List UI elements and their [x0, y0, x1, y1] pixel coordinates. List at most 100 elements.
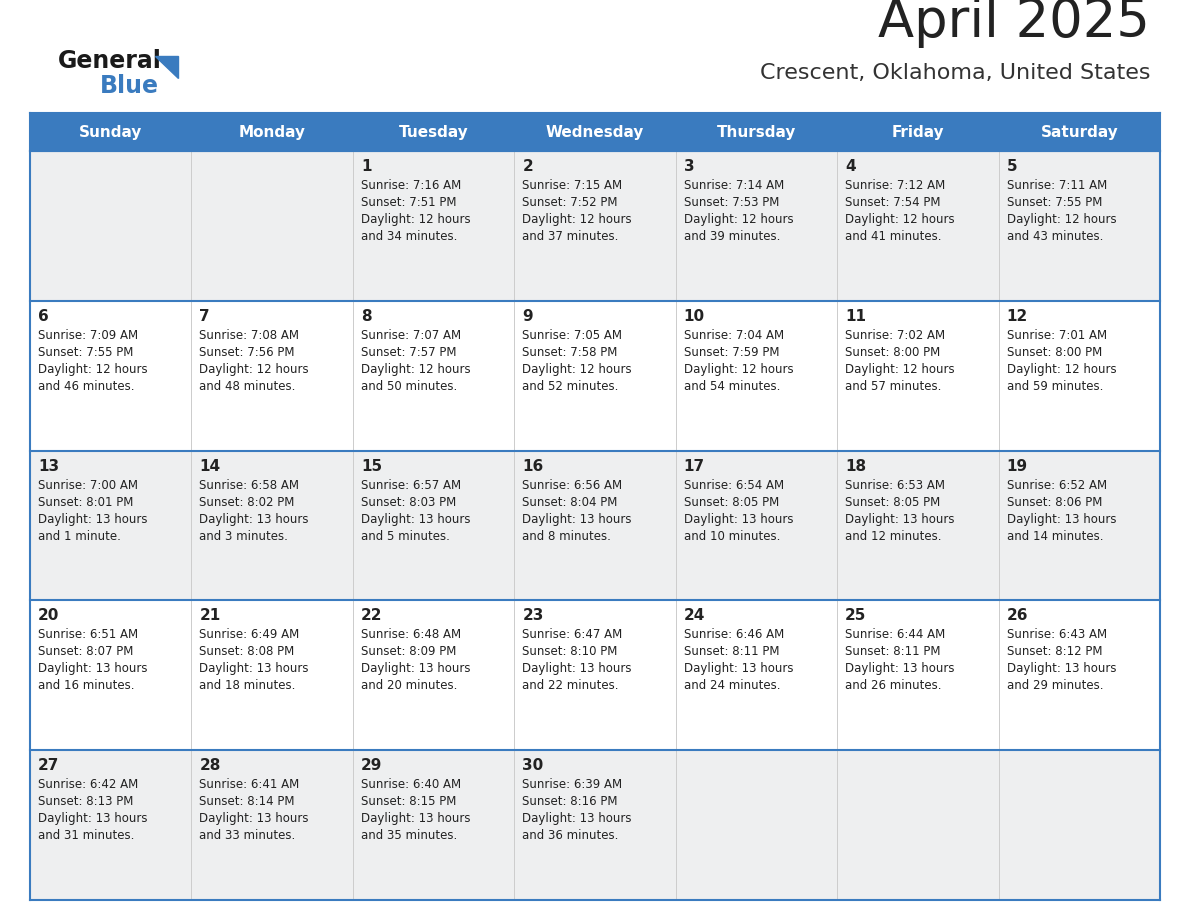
- Text: Daylight: 13 hours: Daylight: 13 hours: [523, 512, 632, 526]
- Text: Sunset: 8:11 PM: Sunset: 8:11 PM: [684, 645, 779, 658]
- Text: Sunset: 8:12 PM: Sunset: 8:12 PM: [1006, 645, 1102, 658]
- Text: Daylight: 13 hours: Daylight: 13 hours: [684, 663, 794, 676]
- Text: Daylight: 13 hours: Daylight: 13 hours: [38, 663, 147, 676]
- Text: Sunrise: 6:47 AM: Sunrise: 6:47 AM: [523, 629, 623, 642]
- Text: Sunrise: 7:04 AM: Sunrise: 7:04 AM: [684, 329, 784, 341]
- Text: and 36 minutes.: and 36 minutes.: [523, 829, 619, 842]
- Text: Sunrise: 6:44 AM: Sunrise: 6:44 AM: [845, 629, 946, 642]
- Text: Sunrise: 7:12 AM: Sunrise: 7:12 AM: [845, 179, 946, 192]
- Text: Sunrise: 6:41 AM: Sunrise: 6:41 AM: [200, 778, 299, 791]
- Text: Sunset: 8:10 PM: Sunset: 8:10 PM: [523, 645, 618, 658]
- Text: Sunset: 8:08 PM: Sunset: 8:08 PM: [200, 645, 295, 658]
- Text: Sunrise: 6:56 AM: Sunrise: 6:56 AM: [523, 478, 623, 492]
- Text: Monday: Monday: [239, 125, 305, 140]
- Text: Sunrise: 7:00 AM: Sunrise: 7:00 AM: [38, 478, 138, 492]
- Text: 18: 18: [845, 459, 866, 474]
- Bar: [30, 451, 1159, 600]
- Text: April 2025: April 2025: [878, 0, 1150, 48]
- Text: 20: 20: [38, 609, 59, 623]
- Text: and 26 minutes.: and 26 minutes.: [845, 679, 942, 692]
- Text: Daylight: 13 hours: Daylight: 13 hours: [38, 512, 147, 526]
- Text: and 39 minutes.: and 39 minutes.: [684, 230, 781, 243]
- Text: and 5 minutes.: and 5 minutes.: [361, 530, 450, 543]
- Text: Sunset: 8:01 PM: Sunset: 8:01 PM: [38, 496, 133, 509]
- Text: General: General: [58, 49, 162, 73]
- Text: Sunrise: 7:15 AM: Sunrise: 7:15 AM: [523, 179, 623, 192]
- Text: Daylight: 12 hours: Daylight: 12 hours: [1006, 213, 1117, 226]
- Text: Sunrise: 7:05 AM: Sunrise: 7:05 AM: [523, 329, 623, 341]
- Text: Sunrise: 7:09 AM: Sunrise: 7:09 AM: [38, 329, 138, 341]
- Text: Daylight: 12 hours: Daylight: 12 hours: [200, 363, 309, 375]
- Text: Sunset: 7:56 PM: Sunset: 7:56 PM: [200, 346, 295, 359]
- Text: and 48 minutes.: and 48 minutes.: [200, 380, 296, 393]
- Text: 3: 3: [684, 159, 694, 174]
- Text: Sunset: 8:13 PM: Sunset: 8:13 PM: [38, 795, 133, 808]
- Text: Sunset: 7:55 PM: Sunset: 7:55 PM: [1006, 196, 1102, 209]
- Text: Sunset: 7:52 PM: Sunset: 7:52 PM: [523, 196, 618, 209]
- Text: 13: 13: [38, 459, 59, 474]
- Text: Daylight: 13 hours: Daylight: 13 hours: [684, 512, 794, 526]
- Text: 22: 22: [361, 609, 383, 623]
- Text: Sunrise: 6:58 AM: Sunrise: 6:58 AM: [200, 478, 299, 492]
- Text: Daylight: 12 hours: Daylight: 12 hours: [684, 363, 794, 375]
- Text: Sunset: 8:05 PM: Sunset: 8:05 PM: [684, 496, 779, 509]
- Text: Daylight: 12 hours: Daylight: 12 hours: [361, 213, 470, 226]
- Text: Sunrise: 7:01 AM: Sunrise: 7:01 AM: [1006, 329, 1107, 341]
- Text: Daylight: 13 hours: Daylight: 13 hours: [523, 812, 632, 825]
- Text: and 59 minutes.: and 59 minutes.: [1006, 380, 1102, 393]
- Text: Sunset: 7:58 PM: Sunset: 7:58 PM: [523, 346, 618, 359]
- Text: Daylight: 12 hours: Daylight: 12 hours: [523, 213, 632, 226]
- Text: and 29 minutes.: and 29 minutes.: [1006, 679, 1104, 692]
- Text: Sunrise: 6:42 AM: Sunrise: 6:42 AM: [38, 778, 138, 791]
- Bar: [30, 113, 1159, 151]
- Text: and 24 minutes.: and 24 minutes.: [684, 679, 781, 692]
- Text: Sunrise: 6:54 AM: Sunrise: 6:54 AM: [684, 478, 784, 492]
- Bar: [30, 600, 1159, 750]
- Text: 5: 5: [1006, 159, 1017, 174]
- Text: and 22 minutes.: and 22 minutes.: [523, 679, 619, 692]
- Text: Blue: Blue: [100, 74, 159, 98]
- Text: and 57 minutes.: and 57 minutes.: [845, 380, 942, 393]
- Text: Sunday: Sunday: [80, 125, 143, 140]
- Text: and 31 minutes.: and 31 minutes.: [38, 829, 134, 842]
- Text: and 20 minutes.: and 20 minutes.: [361, 679, 457, 692]
- Text: and 14 minutes.: and 14 minutes.: [1006, 530, 1104, 543]
- Text: 1: 1: [361, 159, 372, 174]
- Text: Friday: Friday: [891, 125, 944, 140]
- Text: 21: 21: [200, 609, 221, 623]
- Text: Sunset: 7:55 PM: Sunset: 7:55 PM: [38, 346, 133, 359]
- Text: 15: 15: [361, 459, 383, 474]
- Text: Daylight: 12 hours: Daylight: 12 hours: [38, 363, 147, 375]
- Text: Daylight: 13 hours: Daylight: 13 hours: [200, 512, 309, 526]
- Text: Daylight: 12 hours: Daylight: 12 hours: [845, 213, 955, 226]
- Text: 9: 9: [523, 308, 533, 324]
- Text: Daylight: 13 hours: Daylight: 13 hours: [200, 812, 309, 825]
- Text: 26: 26: [1006, 609, 1028, 623]
- Text: and 12 minutes.: and 12 minutes.: [845, 530, 942, 543]
- Text: 25: 25: [845, 609, 866, 623]
- Text: 2: 2: [523, 159, 533, 174]
- Text: Sunrise: 7:08 AM: Sunrise: 7:08 AM: [200, 329, 299, 341]
- Text: Daylight: 13 hours: Daylight: 13 hours: [845, 512, 955, 526]
- Text: 16: 16: [523, 459, 544, 474]
- Text: Sunset: 7:57 PM: Sunset: 7:57 PM: [361, 346, 456, 359]
- Text: 10: 10: [684, 308, 704, 324]
- Text: and 18 minutes.: and 18 minutes.: [200, 679, 296, 692]
- Text: and 34 minutes.: and 34 minutes.: [361, 230, 457, 243]
- Text: Daylight: 12 hours: Daylight: 12 hours: [523, 363, 632, 375]
- Text: Sunrise: 7:11 AM: Sunrise: 7:11 AM: [1006, 179, 1107, 192]
- Text: Sunset: 7:59 PM: Sunset: 7:59 PM: [684, 346, 779, 359]
- Text: Thursday: Thursday: [716, 125, 796, 140]
- Text: Sunset: 7:51 PM: Sunset: 7:51 PM: [361, 196, 456, 209]
- Text: Sunrise: 7:14 AM: Sunrise: 7:14 AM: [684, 179, 784, 192]
- Text: Sunset: 7:53 PM: Sunset: 7:53 PM: [684, 196, 779, 209]
- Text: Sunset: 8:06 PM: Sunset: 8:06 PM: [1006, 496, 1102, 509]
- Text: 24: 24: [684, 609, 706, 623]
- Text: Sunrise: 6:43 AM: Sunrise: 6:43 AM: [1006, 629, 1107, 642]
- Text: Sunset: 8:14 PM: Sunset: 8:14 PM: [200, 795, 295, 808]
- Text: Sunset: 8:03 PM: Sunset: 8:03 PM: [361, 496, 456, 509]
- Text: Daylight: 12 hours: Daylight: 12 hours: [845, 363, 955, 375]
- Text: Tuesday: Tuesday: [399, 125, 468, 140]
- Text: and 52 minutes.: and 52 minutes.: [523, 380, 619, 393]
- Text: 19: 19: [1006, 459, 1028, 474]
